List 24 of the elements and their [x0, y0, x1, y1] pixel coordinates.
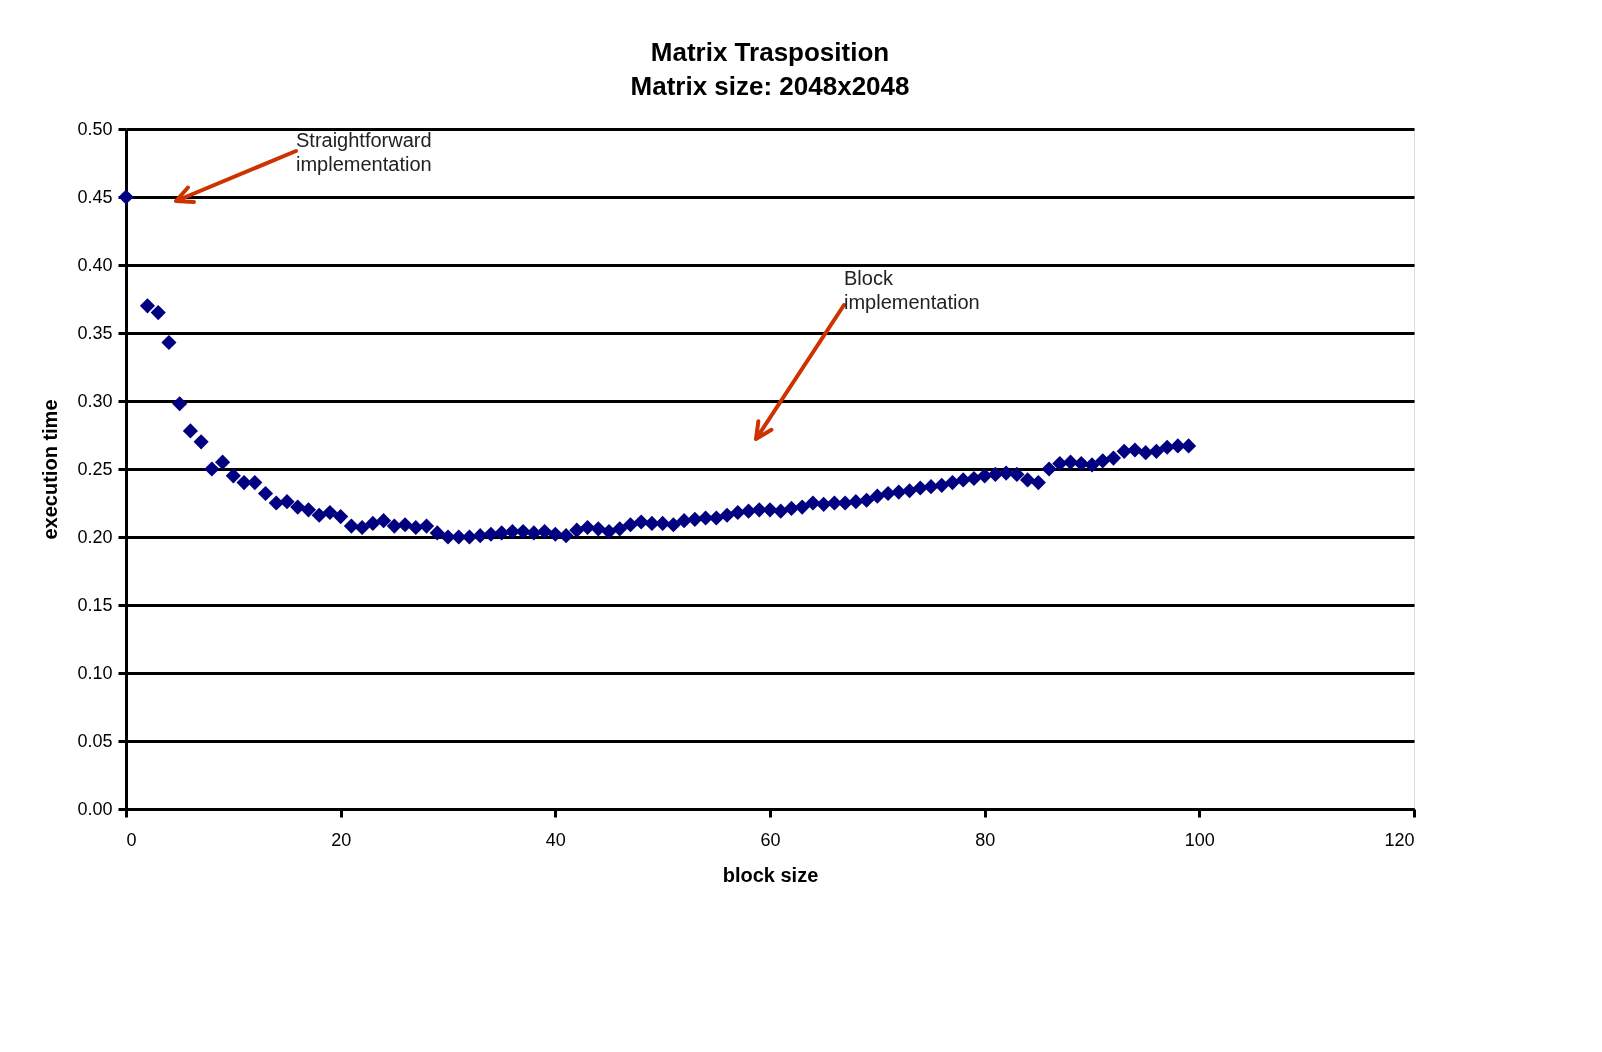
- y-tick-label: 0.10: [77, 662, 113, 683]
- y-axis-title: execution time: [39, 399, 62, 540]
- y-tick-label: 0.40: [77, 254, 113, 275]
- x-tick-label: 120: [1384, 829, 1415, 850]
- x-tick-label: 100: [1184, 829, 1215, 850]
- y-tick-label: 0.45: [77, 186, 113, 207]
- y-tick-label: 0.25: [77, 458, 113, 479]
- y-tick-label: 0.00: [77, 798, 113, 819]
- x-tick-label: 80: [975, 829, 996, 850]
- chart-subtitle: Matrix size: 2048x2048: [630, 71, 910, 101]
- chart-title: Matrix Trasposition: [650, 37, 890, 67]
- annotation: Block implementation: [844, 267, 980, 313]
- y-tick-label: 0.50: [77, 118, 113, 139]
- y-tick-label: 0.35: [77, 322, 113, 343]
- y-tick-label: 0.05: [77, 730, 113, 751]
- y-tick-label: 0.20: [77, 526, 113, 547]
- x-tick-label: 40: [545, 829, 566, 850]
- y-tick-label: 0.30: [77, 390, 113, 411]
- x-axis-title: block size: [722, 863, 819, 886]
- y-tick-label: 0.15: [77, 594, 113, 615]
- x-tick-label: 0: [126, 829, 137, 850]
- annotation: Straightforward implementation: [296, 129, 432, 175]
- x-tick-label: 60: [760, 829, 781, 850]
- x-tick-label: 20: [331, 829, 352, 850]
